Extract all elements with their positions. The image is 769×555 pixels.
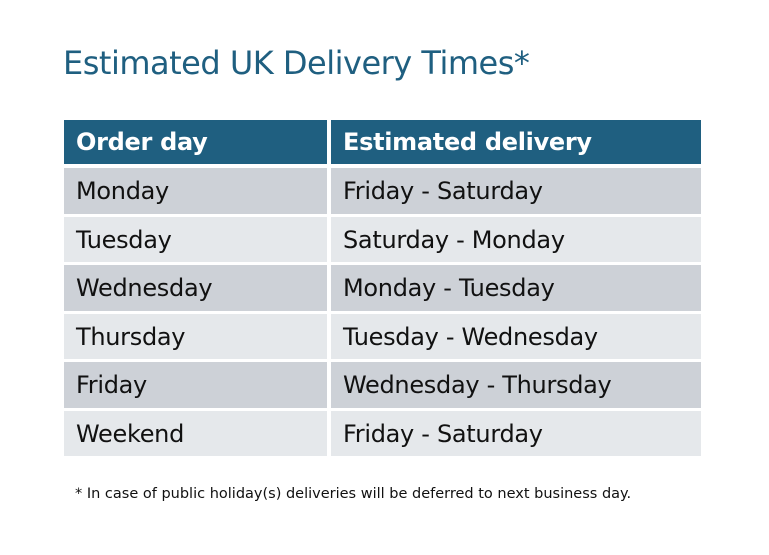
order-day-cell: Thursday [64,314,331,362]
delivery-cell: Wednesday - Thursday [331,362,701,411]
table-row: Weekend Friday - Saturday [64,411,701,459]
table-row: Thursday Tuesday - Wednesday [64,314,701,362]
delivery-cell: Monday - Tuesday [331,265,701,314]
page-title: Estimated UK Delivery Times* [63,44,530,82]
delivery-cell: Saturday - Monday [331,217,701,265]
order-day-cell: Monday [64,168,331,217]
header-order-day: Order day [64,120,331,168]
order-day-cell: Wednesday [64,265,331,314]
delivery-cell: Friday - Saturday [331,168,701,217]
table-row: Tuesday Saturday - Monday [64,217,701,265]
delivery-table: Order day Estimated delivery Monday Frida… [64,120,701,459]
header-estimated-delivery: Estimated delivery [331,120,701,168]
footnote: * In case of public holiday(s) deliverie… [75,486,632,502]
table-row: Wednesday Monday - Tuesday [64,265,701,314]
table-row: Monday Friday - Saturday [64,168,701,217]
order-day-cell: Weekend [64,411,331,459]
order-day-cell: Friday [64,362,331,411]
table-header: Order day Estimated delivery [64,120,701,168]
delivery-cell: Tuesday - Wednesday [331,314,701,362]
order-day-cell: Tuesday [64,217,331,265]
table-row: Friday Wednesday - Thursday [64,362,701,411]
delivery-cell: Friday - Saturday [331,411,701,459]
